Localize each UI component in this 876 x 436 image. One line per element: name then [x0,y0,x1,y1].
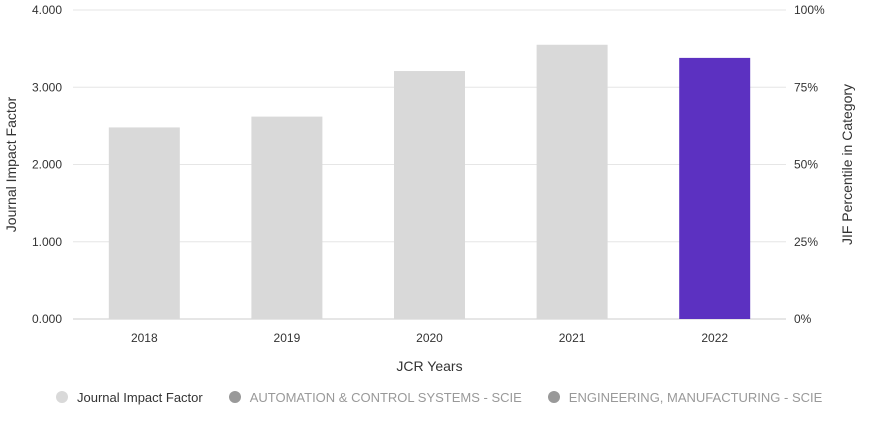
bar [679,57,751,320]
y-tick-label: 0.000 [32,312,62,326]
x-tick-label: 2022 [701,331,728,345]
legend-item-journal-impact-factor[interactable]: Journal Impact Factor [56,390,203,405]
y-right-tick-label: 25% [794,235,818,249]
legend: Journal Impact Factor AUTOMATION & CONTR… [56,386,822,408]
legend-label: ENGINEERING, MANUFACTURING - SCIE [568,389,823,405]
x-axis-title: JCR Years [396,358,462,374]
x-tick-label: 2019 [274,331,301,345]
legend-label: AUTOMATION & CONTROL SYSTEMS - SCIE [249,389,522,405]
legend-marker-icon [56,391,68,403]
y-right-tick-label: 100% [794,3,825,17]
y-right-tick-label: 50% [794,158,818,172]
bar [394,71,465,319]
y-axis-title: Journal Impact Factor [3,96,19,232]
y-tick-label: 2.000 [32,158,62,172]
legend-marker-icon [228,391,241,403]
bar [536,44,608,319]
bar [108,127,180,319]
legend-label: Journal Impact Factor [77,389,203,405]
y-right-axis-title: JIF Percentile in Category [839,84,855,245]
y-right-tick-label: 75% [794,80,818,94]
y-tick-label: 4.000 [32,3,62,17]
y-right-tick-label: 0% [794,312,812,326]
y-tick-label: 3.000 [32,80,62,94]
legend-marker-icon [547,391,560,403]
y-tick-label: 1.000 [32,235,62,249]
legend-item-automation-control-systems[interactable]: AUTOMATION & CONTROL SYSTEMS - SCIE [228,389,522,405]
bar [251,116,323,319]
legend-item-engineering-manufacturing[interactable]: ENGINEERING, MANUFACTURING - SCIE [547,389,823,405]
x-tick-label: 2020 [416,331,443,345]
x-tick-label: 2021 [559,331,586,345]
x-tick-label: 2018 [131,331,158,345]
